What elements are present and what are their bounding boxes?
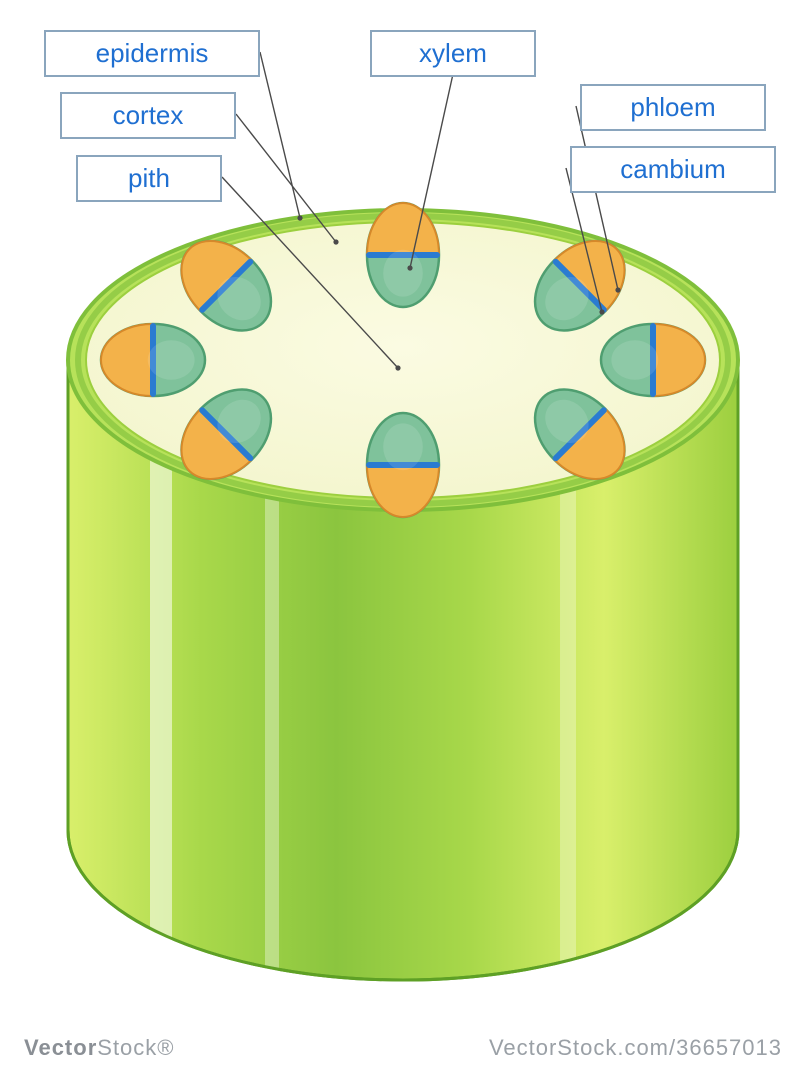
label-text: xylem (419, 38, 487, 68)
footer-brand-suffix: Stock (97, 1035, 157, 1060)
label-cortex: cortex (60, 92, 236, 139)
label-text: cortex (113, 100, 184, 130)
label-epidermis: epidermis (44, 30, 260, 77)
label-xylem: xylem (370, 30, 536, 77)
footer: VectorStock® VectorStock.com/36657013 (0, 1016, 806, 1080)
footer-brand-prefix: Vector (24, 1035, 97, 1060)
footer-brand: VectorStock® (24, 1035, 175, 1061)
label-text: epidermis (96, 38, 209, 68)
footer-trademark: ® (157, 1035, 174, 1060)
label-text: cambium (620, 154, 725, 184)
label-cambium: cambium (570, 146, 776, 193)
label-phloem: phloem (580, 84, 766, 131)
label-text: phloem (630, 92, 715, 122)
label-pith: pith (76, 155, 222, 202)
label-text: pith (128, 163, 170, 193)
footer-id: VectorStock.com/36657013 (489, 1035, 782, 1061)
